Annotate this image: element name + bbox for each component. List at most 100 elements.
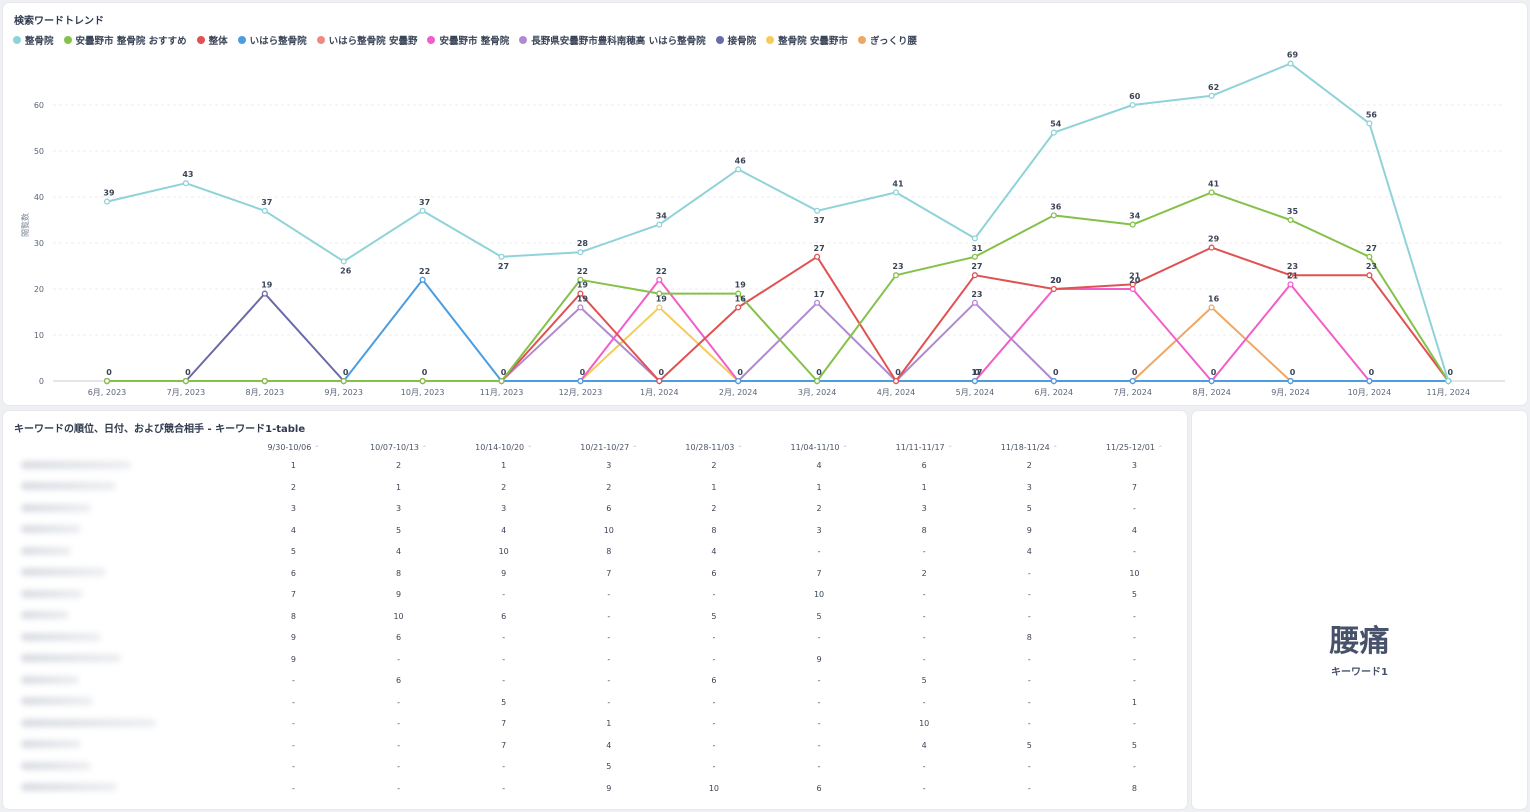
- rank-cell: 2: [395, 461, 402, 471]
- rank-cell: 9: [290, 633, 296, 643]
- legend-item-7[interactable]: 接骨院: [715, 33, 756, 47]
- data-label: 23: [1366, 262, 1377, 271]
- legend-item-1[interactable]: 安曇野市 整骨院 おすすめ: [63, 33, 187, 47]
- rank-cell: -: [291, 676, 295, 686]
- sort-caret-icon[interactable]: ⌃: [527, 444, 533, 452]
- data-point: [892, 377, 900, 385]
- data-point: [892, 272, 900, 279]
- sort-caret-icon[interactable]: ⌃: [314, 444, 320, 452]
- rank-cell: 1: [921, 482, 927, 492]
- data-label: 22: [656, 267, 667, 276]
- column-header[interactable]: 10/28-11/03 ⌃: [661, 439, 766, 455]
- data-point: [340, 377, 347, 385]
- sort-caret-icon[interactable]: ⌃: [1157, 444, 1163, 452]
- column-header[interactable]: 11/18-11/24 ⌃: [977, 439, 1082, 455]
- data-point: [971, 253, 978, 260]
- data-point: [1287, 216, 1294, 224]
- series-line-2: [107, 246, 1450, 382]
- sort-caret-icon[interactable]: ⌃: [632, 444, 638, 452]
- data-label: 23: [971, 290, 982, 299]
- legend-item-8[interactable]: 整骨院 安曇野市: [766, 33, 848, 47]
- rank-cell: -: [922, 547, 926, 557]
- rank-cell: -: [502, 654, 506, 664]
- rank-cell: -: [1132, 611, 1136, 621]
- legend-item-4[interactable]: いはら整骨院 安曇野: [316, 33, 417, 47]
- data-label: 46: [735, 156, 747, 165]
- column-header-label: 11/18-11/24: [1000, 442, 1050, 452]
- table-row: - 6 - - 6 - 5 - -: [3, 670, 1187, 692]
- y-axis-label: 閲覧数: [20, 213, 30, 237]
- keyword-cell-redacted: [3, 735, 241, 757]
- redacted-text: [21, 482, 116, 491]
- redacted-text: [21, 546, 71, 555]
- legend-item-2[interactable]: 整体: [196, 33, 228, 47]
- data-point: [814, 299, 821, 306]
- rank-cell: 8: [921, 525, 927, 535]
- legend-label: ぎっくり腰: [869, 36, 918, 47]
- data-point: [1366, 120, 1373, 127]
- column-header[interactable]: 10/21-10/27 ⌃: [556, 439, 661, 455]
- data-label: 0: [501, 368, 507, 377]
- x-tick-label: 7月, 2023: [167, 388, 206, 397]
- x-tick-label: 9月, 2023: [324, 388, 363, 397]
- rank-cell: 10: [603, 525, 614, 535]
- rank-cell: 3: [1026, 482, 1032, 492]
- column-header[interactable]: 11/04-11/10 ⌃: [766, 439, 871, 455]
- rank-cell: -: [922, 654, 926, 664]
- rank-cell: 6: [395, 633, 402, 643]
- legend-item-5[interactable]: 安曇野市 整骨院: [427, 33, 509, 47]
- rank-cell: -: [922, 611, 926, 621]
- data-point: [656, 290, 663, 297]
- data-point: [735, 304, 742, 311]
- legend-item-9[interactable]: ぎっくり腰: [857, 33, 918, 47]
- rank-cell: -: [1132, 504, 1136, 514]
- column-header-keyword[interactable]: [3, 439, 241, 455]
- sort-caret-icon[interactable]: ⌃: [737, 444, 743, 452]
- sort-caret-icon[interactable]: ⌃: [947, 444, 953, 452]
- rank-cell: 2: [921, 568, 927, 578]
- legend-label: 安曇野市 整骨院: [439, 36, 510, 47]
- redacted-text: [21, 632, 101, 641]
- data-label: 23: [892, 262, 903, 271]
- rank-cell: 10: [1129, 568, 1140, 578]
- rank-cell: 6: [501, 611, 507, 621]
- legend-item-0[interactable]: 整骨院: [13, 33, 54, 47]
- data-label: 27: [498, 262, 509, 271]
- column-header[interactable]: 10/14-10/20 ⌃: [451, 439, 556, 455]
- legend-label: 安曇野市 整骨院 おすすめ: [75, 36, 187, 47]
- redacted-text: [21, 611, 69, 620]
- rank-cell: -: [502, 633, 506, 643]
- data-point: [971, 377, 978, 385]
- legend-item-6[interactable]: 長野県安曇野市豊科南穂高 いはら整骨院: [519, 33, 706, 47]
- redacted-text: [21, 761, 91, 770]
- column-header-label: 11/04-11/10: [790, 442, 840, 452]
- legend-item-3[interactable]: いはら整骨院: [237, 33, 307, 47]
- rank-cell: 5: [1026, 740, 1032, 750]
- column-header[interactable]: 10/07-10/13 ⌃: [346, 439, 451, 455]
- rank-cell: 1: [290, 461, 296, 471]
- legend-dot-icon: [63, 36, 72, 44]
- y-tick-label: 40: [34, 193, 44, 202]
- column-header[interactable]: 9/30-10/06 ⌃: [241, 439, 346, 455]
- kpi-label: キーワード1: [1331, 667, 1388, 678]
- sort-caret-icon[interactable]: ⌃: [1052, 444, 1058, 452]
- legend-dot-icon: [13, 36, 21, 44]
- rank-cell: 10: [919, 719, 930, 729]
- rank-cell: 3: [395, 504, 402, 514]
- rank-cell: -: [1027, 568, 1031, 578]
- sort-caret-icon[interactable]: ⌃: [422, 444, 428, 452]
- rank-cell: 9: [501, 568, 507, 578]
- legend-label: 整体: [208, 36, 228, 47]
- sort-caret-icon[interactable]: ⌃: [842, 444, 848, 452]
- column-header[interactable]: 11/11-11/17 ⌃: [872, 439, 977, 455]
- series-line-3: [107, 278, 1449, 382]
- legend-dot-icon: [237, 36, 246, 44]
- data-label: 41: [892, 179, 904, 188]
- rank-cell: 2: [711, 461, 717, 471]
- rank-cell: 5: [816, 611, 822, 621]
- rank-cell: -: [817, 762, 821, 772]
- data-point: [814, 207, 821, 214]
- column-header[interactable]: 11/25-12/01 ⌃: [1082, 439, 1187, 455]
- rank-cell: 4: [816, 461, 822, 471]
- redacted-text: [21, 783, 117, 792]
